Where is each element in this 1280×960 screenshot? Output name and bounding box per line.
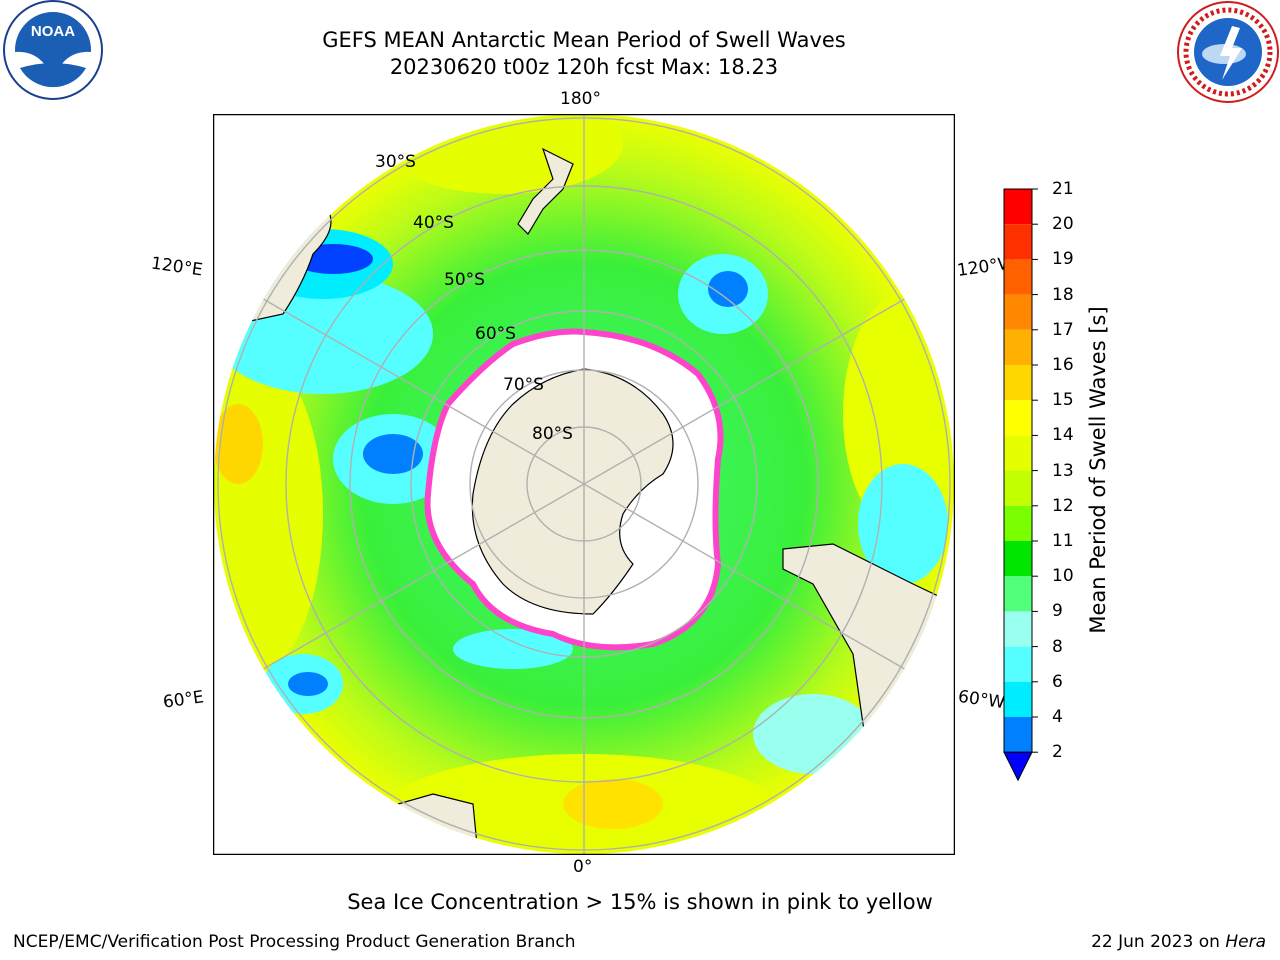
colorbar-segment xyxy=(1004,505,1032,541)
lat-label-60: 60°S xyxy=(475,324,516,344)
colorbar xyxy=(1003,188,1038,782)
swell-patch xyxy=(453,629,573,669)
lat-label-30: 30°S xyxy=(375,152,416,172)
colorbar-segment xyxy=(1004,224,1032,260)
lon-label-60e: 60°E xyxy=(161,687,206,713)
colorbar-extend-arrow xyxy=(1003,751,1033,782)
colorbar-segment xyxy=(1004,646,1032,682)
colorbar-tick-label: 12 xyxy=(1052,495,1074,516)
colorbar-segment xyxy=(1004,400,1032,436)
colorbar-tick-label: 18 xyxy=(1052,284,1074,305)
caption: Sea Ice Concentration > 15% is shown in … xyxy=(347,890,933,914)
meridian-60e-120w xyxy=(214,269,954,699)
lat-label-70: 70°S xyxy=(503,375,544,395)
swell-patch xyxy=(563,779,663,829)
swell-patch xyxy=(214,404,263,484)
colorbar-tick-label: 6 xyxy=(1052,671,1063,692)
swell-patch xyxy=(363,434,423,474)
colorbar-segment xyxy=(1004,329,1032,365)
colorbar-tick-label: 9 xyxy=(1052,601,1063,622)
footer-date-text: 22 Jun 2023 on xyxy=(1091,932,1226,952)
colorbar-tick-label: 21 xyxy=(1052,179,1074,199)
colorbar-tick-label: 2 xyxy=(1052,742,1063,763)
colorbar-segment xyxy=(1004,681,1032,717)
lat-label-50: 50°S xyxy=(444,270,485,290)
lat-label-40: 40°S xyxy=(413,213,454,233)
colorbar-tick-label: 14 xyxy=(1052,425,1074,446)
colorbar-tick-label: 15 xyxy=(1052,390,1074,411)
footer-credit: NCEP/EMC/Verification Post Processing Pr… xyxy=(13,932,576,952)
nws-logo xyxy=(1177,1,1279,103)
chart-subtitle: 20230620 t00z 120h fcst Max: 18.23 xyxy=(389,55,779,79)
colorbar-segment xyxy=(1004,611,1032,647)
colorbar-tick-label: 17 xyxy=(1052,319,1074,340)
colorbar-label: Mean Period of Swell Waves [s] xyxy=(1086,306,1110,634)
colorbar-segment xyxy=(1004,576,1032,612)
new-zealand-land xyxy=(517,147,574,235)
colorbar-tick-label: 4 xyxy=(1052,707,1063,727)
swell-patch xyxy=(858,464,948,584)
polar-map xyxy=(213,114,955,855)
chart-title: GEFS MEAN Antarctic Mean Period of Swell… xyxy=(322,28,846,52)
colorbar-tick-label: 8 xyxy=(1052,636,1063,657)
lon-label-180: 180° xyxy=(560,89,601,109)
footer-host: Hera xyxy=(1225,932,1266,952)
svg-text:NOAA: NOAA xyxy=(31,23,75,40)
footer-date: 22 Jun 2023 on Hera xyxy=(1091,932,1266,952)
colorbar-tick-label: 11 xyxy=(1052,531,1074,551)
colorbar-tick-label: 20 xyxy=(1052,214,1074,235)
lat-label-80: 80°S xyxy=(532,424,573,444)
swell-patch xyxy=(708,271,748,307)
lon-label-0: 0° xyxy=(573,857,593,877)
colorbar-segment xyxy=(1004,365,1032,401)
colorbar-tick-label: 13 xyxy=(1052,460,1074,481)
colorbar-segment xyxy=(1004,294,1032,330)
lon-label-120e: 120°E xyxy=(149,253,204,281)
colorbar-tick-label: 10 xyxy=(1052,566,1074,587)
colorbar-tick-label: 19 xyxy=(1052,249,1074,270)
lon-label-60w: 60°W xyxy=(956,686,1007,714)
colorbar-segment xyxy=(1004,717,1032,753)
colorbar-tick-label: 16 xyxy=(1052,355,1074,375)
noaa-logo: NOAA xyxy=(3,0,103,100)
colorbar-segment xyxy=(1004,259,1032,295)
colorbar-segment xyxy=(1004,435,1032,471)
colorbar-segment xyxy=(1004,189,1032,225)
swell-patch xyxy=(288,672,328,696)
colorbar-segment xyxy=(1004,470,1032,506)
antarctica-land xyxy=(471,368,674,615)
colorbar-segment xyxy=(1004,541,1032,577)
